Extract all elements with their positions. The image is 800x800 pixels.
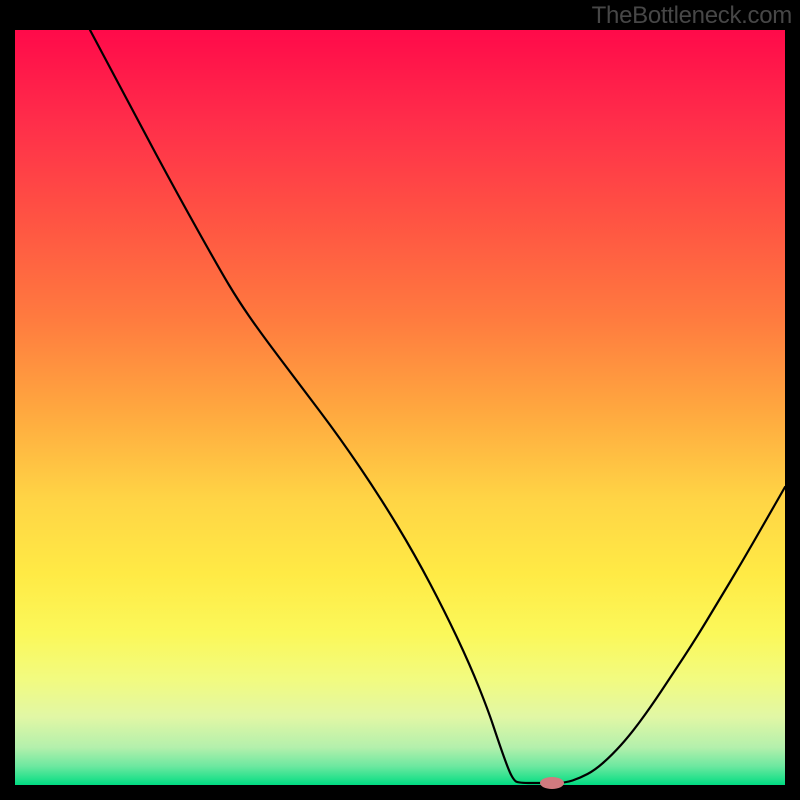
watermark-text: TheBottleneck.com xyxy=(592,2,792,30)
bottleneck-chart xyxy=(0,0,800,800)
optimal-marker xyxy=(540,777,564,789)
plot-background xyxy=(15,30,785,785)
chart-container: TheBottleneck.com xyxy=(0,0,800,800)
